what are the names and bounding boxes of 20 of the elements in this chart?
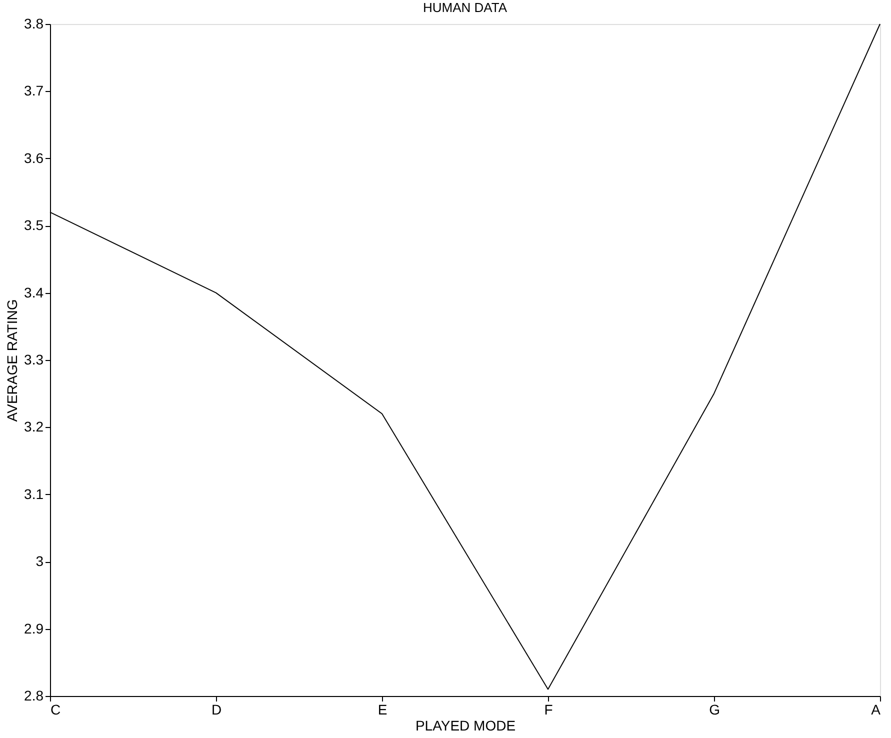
y-tick-label: 3.2 (24, 418, 44, 435)
x-axis-title: PLAYED MODE (415, 718, 516, 734)
y-tick-label: 3.1 (24, 486, 44, 502)
y-tick-label: 3.6 (24, 150, 44, 166)
y-tick-label: 2.9 (24, 620, 44, 636)
x-tick-label: E (378, 702, 388, 718)
y-tick-label: 3.4 (24, 284, 44, 300)
y-tick-label: 3 (36, 553, 44, 570)
y-tick-label: 3.3 (24, 352, 44, 368)
x-tick-label: C (50, 702, 61, 718)
y-tick-label: 3.7 (24, 82, 44, 99)
x-tick-label: F (544, 702, 553, 718)
y-tick-label: 2.8 (24, 688, 44, 704)
x-tick-label: G (709, 702, 720, 718)
x-tick-label: A (871, 702, 882, 718)
x-tick-label: D (211, 702, 222, 718)
y-tick-label: 3.5 (24, 217, 44, 234)
chart-title: HUMAN DATA (422, 0, 508, 15)
y-axis-title: AVERAGE RATING (4, 299, 20, 422)
y-tick-label: 3.8 (24, 16, 44, 32)
